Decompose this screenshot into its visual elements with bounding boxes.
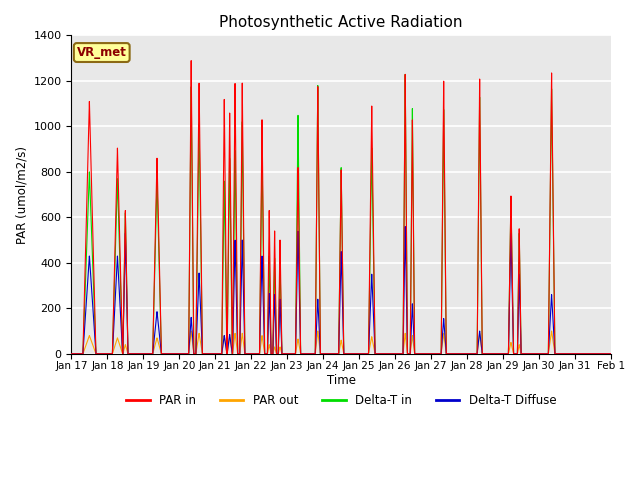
Legend: PAR in, PAR out, Delta-T in, Delta-T Diffuse: PAR in, PAR out, Delta-T in, Delta-T Dif… [122,389,561,411]
X-axis label: Time: Time [326,374,356,387]
Title: Photosynthetic Active Radiation: Photosynthetic Active Radiation [220,15,463,30]
Y-axis label: PAR (umol/m2/s): PAR (umol/m2/s) [15,145,28,243]
Text: VR_met: VR_met [77,46,127,59]
